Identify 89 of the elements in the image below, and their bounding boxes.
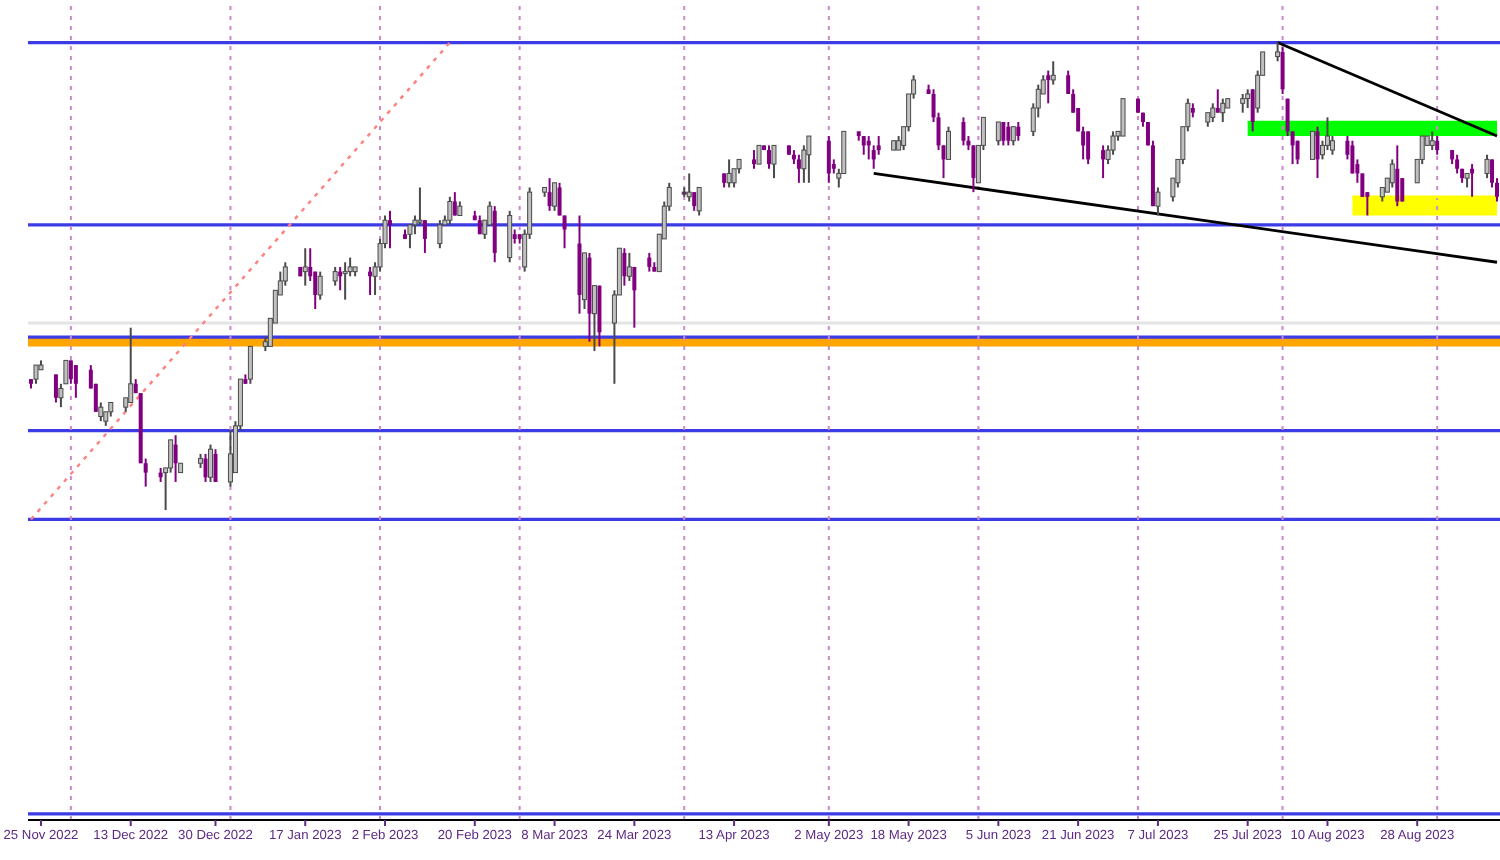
candlestick: [1324, 116, 1330, 152]
candlestick: [168, 438, 174, 474]
candlestick: [1155, 186, 1161, 217]
candlestick: [562, 214, 567, 250]
candlestick: [547, 177, 552, 212]
candlestick: [1220, 97, 1226, 124]
candlestick: [995, 121, 1001, 147]
candlestick: [752, 149, 757, 170]
candlestick: [1395, 144, 1400, 208]
candlestick: [407, 223, 413, 250]
candlestick: [317, 270, 323, 301]
candlestick: [1101, 144, 1106, 180]
candlestick: [53, 373, 58, 404]
candlestick: [771, 144, 777, 180]
candlestick: [58, 382, 64, 409]
candlestick: [1050, 60, 1056, 86]
candlestick: [971, 144, 976, 194]
candlestick: [1215, 88, 1220, 114]
candlestick: [1066, 69, 1071, 95]
candlestick: [1250, 88, 1255, 133]
candlestick: [1389, 158, 1395, 189]
candlestick: [1290, 130, 1295, 166]
candlestick: [1006, 121, 1011, 147]
candlestick: [342, 261, 348, 301]
candlestick: [597, 284, 602, 348]
candlestick: [581, 251, 587, 310]
candlestick: [68, 359, 73, 385]
candlestick: [332, 265, 338, 287]
candlestick: [826, 135, 831, 184]
candlestick: [647, 251, 652, 273]
candlestick: [961, 116, 966, 147]
candlestick: [806, 135, 812, 184]
candlestick: [1315, 125, 1320, 180]
candlestick: [1046, 69, 1051, 105]
candlestick: [696, 186, 702, 217]
candlestick: [1240, 92, 1246, 114]
candlestick: [756, 144, 762, 166]
candlestick: [63, 359, 69, 385]
candlestick: [422, 219, 427, 254]
candlestick: [861, 135, 866, 156]
candlestick: [98, 401, 104, 423]
candlestick: [1350, 139, 1355, 175]
candlestick: [388, 209, 393, 250]
candlestick: [622, 247, 627, 287]
candlestick: [452, 191, 457, 217]
candlestick: [686, 172, 692, 203]
candlestick: [632, 265, 637, 329]
candlestick: [692, 191, 697, 212]
candlestick: [557, 181, 562, 217]
candlestick: [1484, 153, 1490, 180]
candlestick: [247, 345, 253, 385]
candlestick: [33, 364, 39, 385]
candlestick: [1285, 97, 1290, 138]
candlestick: [302, 247, 308, 287]
candlestick: [1275, 41, 1281, 63]
candlestick: [492, 205, 497, 264]
candlestick: [1455, 153, 1460, 175]
candlestick: [766, 144, 771, 170]
candlestick: [552, 181, 558, 212]
candlestick: [203, 452, 208, 483]
candlestick: [871, 144, 876, 170]
candlestick: [173, 434, 178, 483]
candlestick: [1086, 130, 1091, 166]
candlestick: [447, 195, 453, 226]
candlestick: [1016, 121, 1021, 142]
candlestick: [417, 186, 423, 226]
candlestick: [227, 429, 233, 488]
candlestick: [1210, 102, 1216, 124]
candlestick: [1110, 130, 1116, 156]
candlestick: [128, 326, 134, 404]
candlestick: [731, 167, 737, 189]
candlestick: [1010, 125, 1016, 147]
candlestick: [1429, 130, 1435, 152]
candlestick: [208, 443, 213, 483]
candlestick: [73, 364, 78, 399]
candlestick: [1245, 88, 1251, 109]
candlestick: [946, 125, 951, 161]
candlestick: [1435, 135, 1440, 156]
candlestick: [1280, 46, 1285, 95]
candlestick: [507, 209, 513, 264]
candlestick: [591, 284, 597, 353]
candlestick: [796, 153, 801, 184]
candlestick: [1120, 97, 1126, 138]
candlestick: [437, 219, 443, 250]
candlestick: [1001, 121, 1006, 147]
candlestick: [213, 448, 218, 483]
candlestick: [726, 158, 732, 189]
candlestick: [626, 251, 632, 282]
candlestick: [1310, 130, 1316, 160]
